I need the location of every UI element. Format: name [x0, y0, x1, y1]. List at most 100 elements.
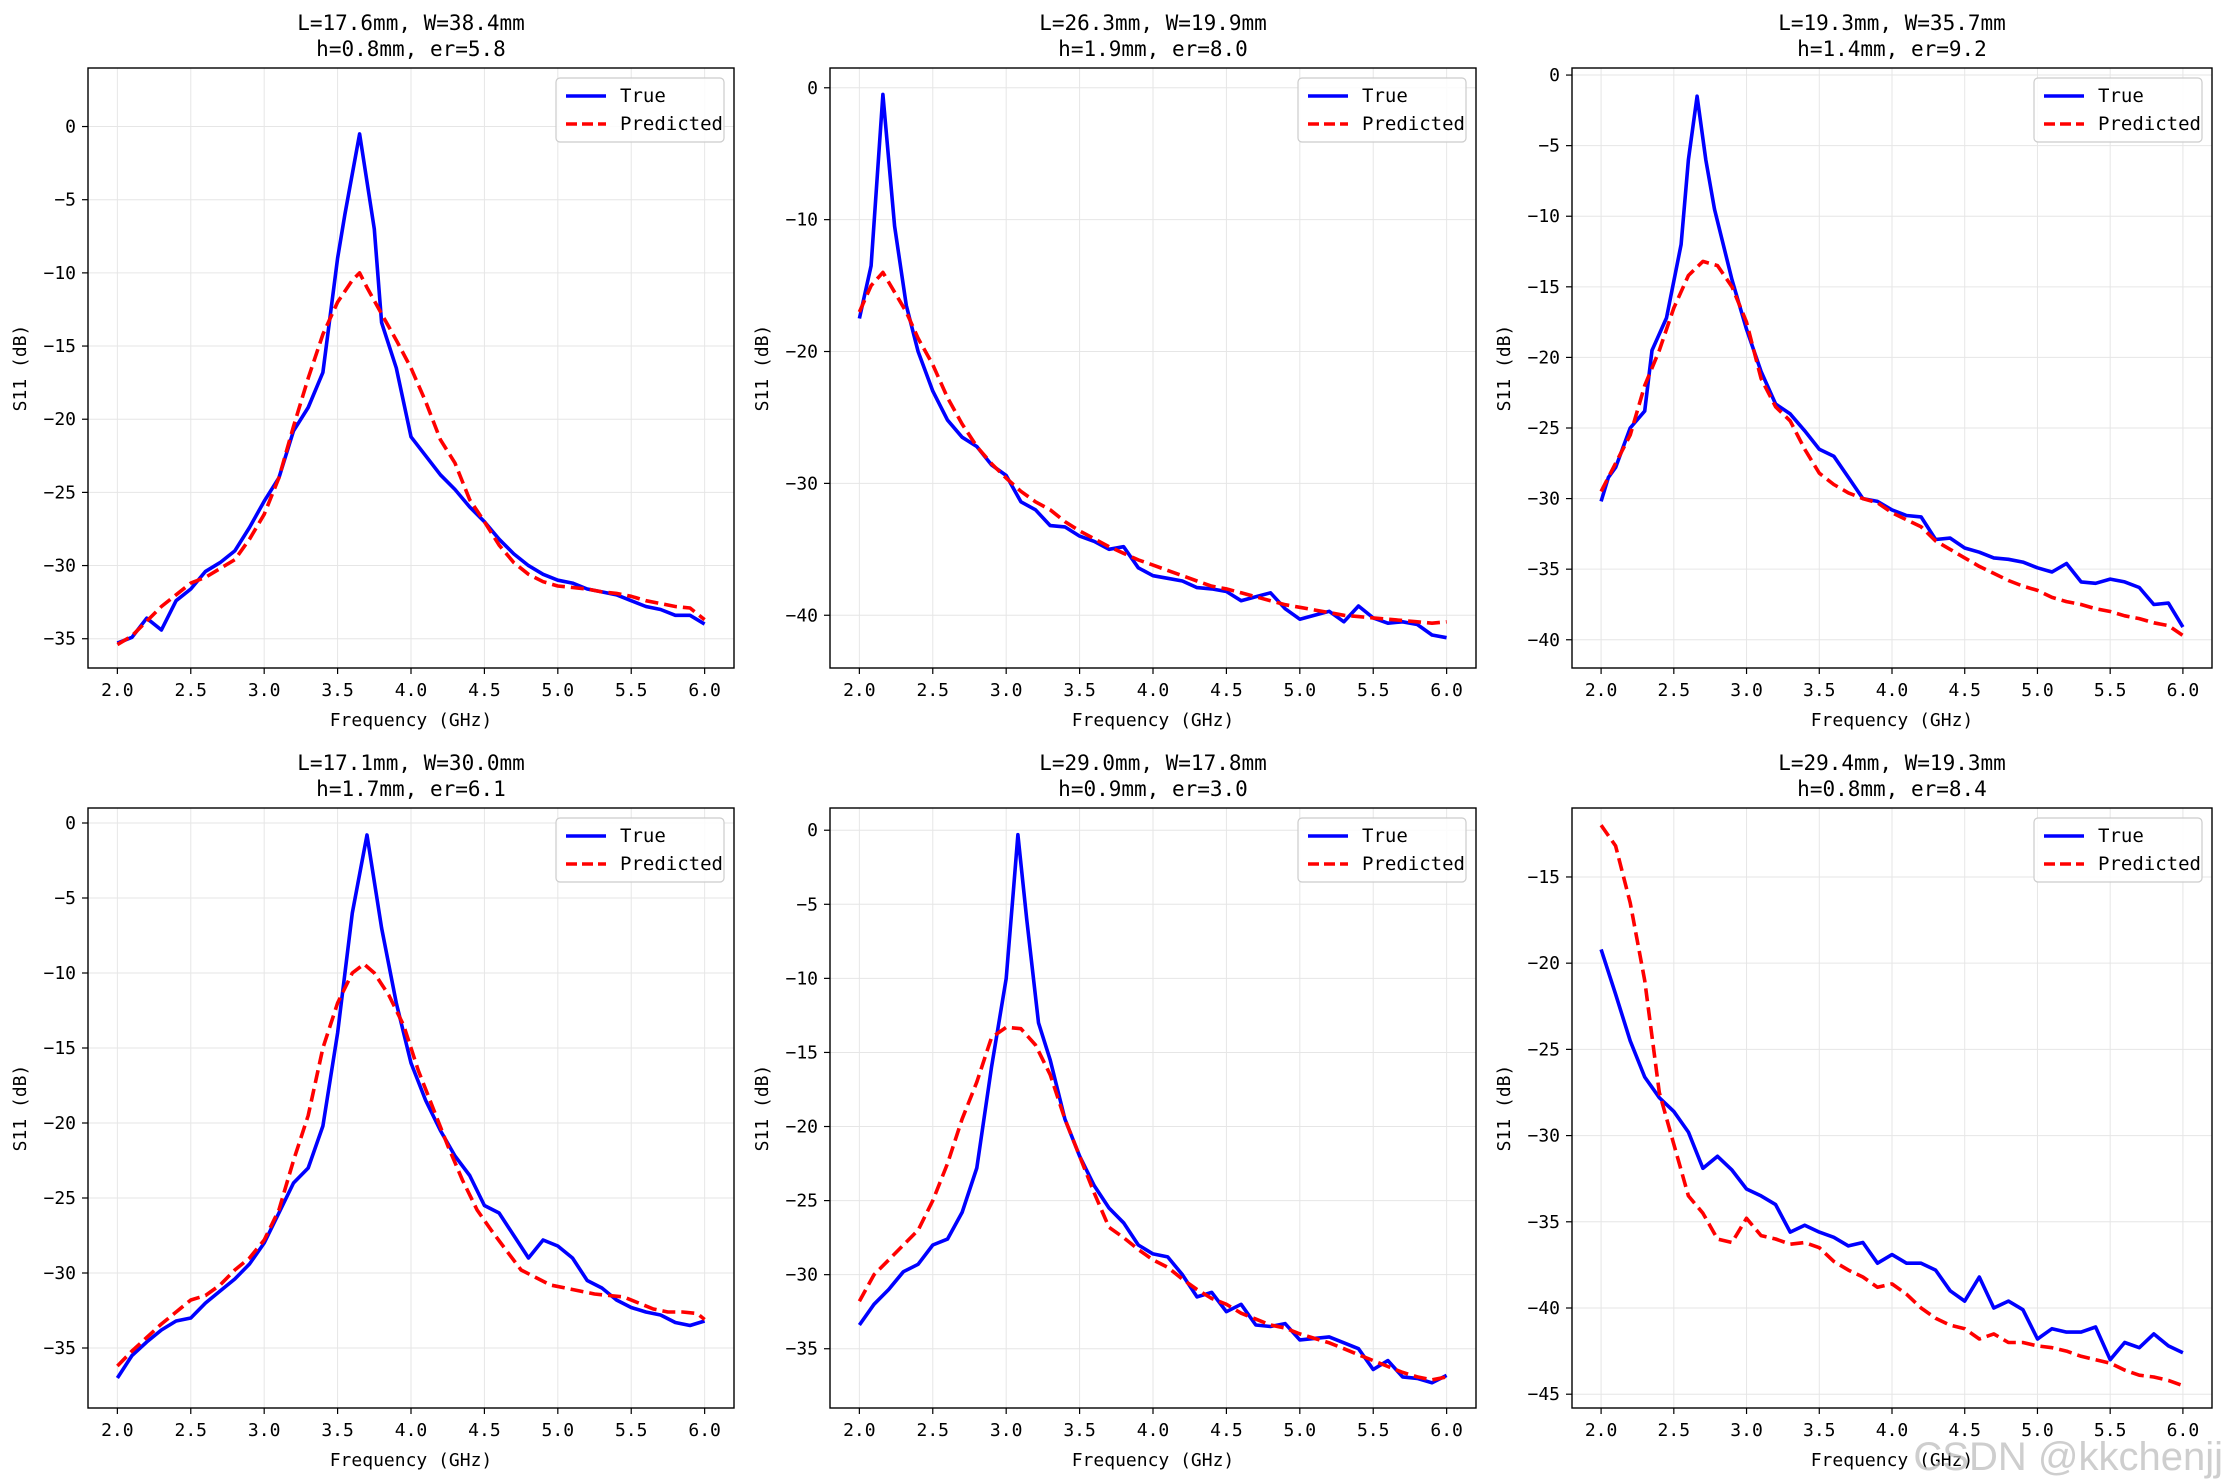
- legend-box: [2033, 77, 2203, 143]
- x-axis-label: Frequency (GHz): [1811, 710, 1974, 731]
- x-tick-label: 6.0: [688, 1420, 721, 1441]
- legend: True Predicted: [2033, 77, 2203, 143]
- chart-title-line-2: h=0.8mm, er=5.8: [316, 37, 506, 61]
- x-tick-label: 3.0: [990, 1420, 1023, 1441]
- legend-box: [555, 77, 725, 143]
- plot-frame: [87, 67, 735, 669]
- x-tick-label: 4.0: [1137, 680, 1170, 701]
- y-tick-label: −20: [43, 1113, 76, 1134]
- y-tick-label: 0: [65, 117, 76, 138]
- x-tick-label: 2.5: [175, 680, 208, 701]
- y-tick-label: −30: [43, 1263, 76, 1284]
- x-tick-label: 3.0: [1730, 680, 1763, 701]
- legend-true-label: True: [620, 825, 666, 847]
- x-tick-label: 5.0: [1284, 680, 1317, 701]
- chart-title-line-1: L=17.1mm, W=30.0mm: [297, 751, 525, 775]
- x-tick-label: 5.0: [542, 680, 575, 701]
- legend-predicted-label: Predicted: [2098, 113, 2201, 135]
- y-tick-label: −20: [785, 342, 818, 363]
- plot-frame: [829, 807, 1477, 1409]
- y-tick-label: −20: [785, 1117, 818, 1138]
- y-axis-label: S11 (dB): [752, 325, 773, 412]
- x-tick-label: 2.0: [101, 1420, 134, 1441]
- predicted-series-line: [857, 270, 1447, 626]
- y-tick-label: −15: [785, 1042, 818, 1063]
- true-series-line: [1599, 948, 2184, 1362]
- y-tick-label: −5: [54, 190, 76, 211]
- legend-box: [1297, 77, 1467, 143]
- legend-box: [1297, 817, 1467, 883]
- plot-frame: [829, 67, 1477, 669]
- x-axis-label: Frequency (GHz): [1072, 1450, 1235, 1471]
- x-tick-label: 2.5: [917, 680, 950, 701]
- legend: True Predicted: [2033, 817, 2203, 883]
- x-axis-label: Frequency (GHz): [330, 710, 493, 731]
- x-tick-label: 6.0: [2167, 680, 2200, 701]
- x-tick-label: 3.5: [1803, 680, 1836, 701]
- x-tick-label: 3.5: [1803, 1420, 1836, 1441]
- y-tick-label: −25: [785, 1191, 818, 1212]
- true-series-line: [857, 92, 1447, 640]
- legend-predicted-label: Predicted: [1362, 853, 1465, 875]
- y-axis-label: S11 (dB): [1494, 1065, 1515, 1152]
- x-tick-label: 5.0: [1284, 1420, 1317, 1441]
- y-tick-label: 0: [65, 813, 76, 834]
- legend-true-label: True: [2098, 85, 2144, 107]
- y-tick-label: −40: [1527, 630, 1560, 651]
- y-tick-label: −25: [1527, 1039, 1560, 1060]
- x-tick-label: 3.0: [248, 1420, 281, 1441]
- x-tick-label: 5.0: [2021, 680, 2054, 701]
- x-tick-label: 4.5: [468, 1420, 501, 1441]
- y-tick-label: −45: [1527, 1384, 1560, 1405]
- y-tick-label: −20: [1527, 347, 1560, 368]
- chart-title-line-1: L=26.3mm, W=19.9mm: [1039, 11, 1267, 35]
- x-tick-label: 5.5: [615, 1420, 648, 1441]
- y-tick-label: −30: [785, 1265, 818, 1286]
- y-tick-label: −15: [1527, 867, 1560, 888]
- chart-panel-4: 2.0 2.5 3.0 3.5 4.0 4.5 5.0 5.5 6.0 0 −5 −10 −15 −20 −…: [10, 751, 735, 1471]
- predicted-series-line: [116, 962, 706, 1368]
- y-tick-label: −35: [1527, 559, 1560, 580]
- x-tick-label: 4.5: [1948, 1420, 1981, 1441]
- legend-predicted-label: Predicted: [620, 853, 723, 875]
- legend: True Predicted: [1297, 77, 1467, 143]
- chart-panel-5: 2.0 2.5 3.0 3.5 4.0 4.5 5.0 5.5 6.0 0 −5 −10 −15 −20 −…: [752, 751, 1477, 1471]
- y-axis-label: S11 (dB): [10, 1065, 31, 1152]
- legend: True Predicted: [1297, 817, 1467, 883]
- x-tick-label: 3.0: [990, 680, 1023, 701]
- y-tick-label: 0: [807, 78, 818, 99]
- chart-panel-3: 2.0 2.5 3.0 3.5 4.0 4.5 5.0 5.5 6.0 0 −5 −10 −15 −20 −…: [1494, 11, 2213, 731]
- y-tick-label: −40: [785, 605, 818, 626]
- y-tick-label: −35: [1527, 1212, 1560, 1233]
- x-tick-label: 4.5: [468, 680, 501, 701]
- y-tick-label: −35: [785, 1339, 818, 1360]
- plot-frame: [87, 807, 735, 1409]
- y-tick-label: −30: [43, 556, 76, 577]
- y-tick-label: −35: [43, 1338, 76, 1359]
- x-tick-label: 3.5: [1063, 680, 1096, 701]
- x-tick-label: 2.0: [1585, 1420, 1618, 1441]
- predicted-series-line: [1599, 259, 2184, 637]
- y-tick-label: 0: [1549, 65, 1560, 86]
- x-tick-label: 2.0: [843, 680, 876, 701]
- y-tick-label: −15: [1527, 277, 1560, 298]
- y-tick-label: −5: [1538, 136, 1560, 157]
- chart-title-line-2: h=0.8mm, er=8.4: [1797, 777, 1987, 801]
- legend-predicted-label: Predicted: [1362, 113, 1465, 135]
- legend-box: [555, 817, 725, 883]
- x-tick-label: 2.5: [917, 1420, 950, 1441]
- predicted-series-line: [116, 271, 706, 647]
- chart-title-line-2: h=1.4mm, er=9.2: [1797, 37, 1987, 61]
- y-tick-label: −10: [43, 963, 76, 984]
- y-tick-label: −20: [1527, 953, 1560, 974]
- x-axis-label: Frequency (GHz): [330, 1450, 493, 1471]
- y-tick-label: −25: [1527, 418, 1560, 439]
- legend-predicted-label: Predicted: [2098, 853, 2201, 875]
- x-tick-label: 3.5: [1063, 1420, 1096, 1441]
- y-tick-label: −10: [785, 968, 818, 989]
- x-tick-label: 5.5: [2094, 680, 2127, 701]
- chart-title-line-2: h=1.9mm, er=8.0: [1058, 37, 1248, 61]
- y-axis-label: S11 (dB): [1494, 325, 1515, 412]
- y-tick-label: −5: [796, 894, 818, 915]
- legend-true-label: True: [620, 85, 666, 107]
